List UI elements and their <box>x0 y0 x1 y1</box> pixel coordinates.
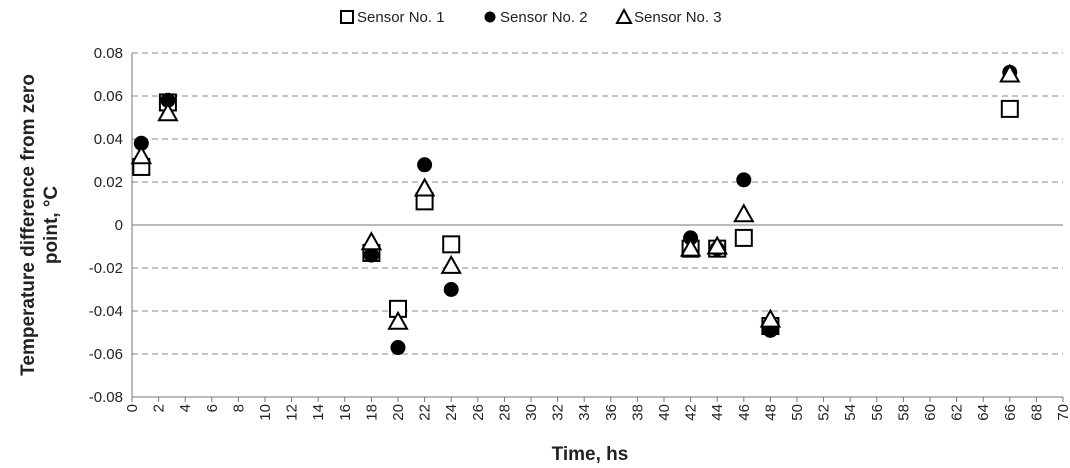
x-tick-label: 32 <box>550 404 567 421</box>
x-tick-label: 62 <box>949 404 966 421</box>
x-tick-label: 16 <box>337 404 354 421</box>
x-tick-label: 10 <box>257 404 274 421</box>
x-tick-label: 58 <box>895 404 912 421</box>
point-series-2 <box>363 247 379 263</box>
x-tick-label: 44 <box>709 404 726 421</box>
x-tick-label: 38 <box>629 404 646 421</box>
x-tick-label: 6 <box>204 404 221 412</box>
y-tick-label: -0.02 <box>89 260 123 277</box>
x-tick-label: 42 <box>683 404 700 421</box>
x-tick-labels: 0 2 4 6 8 10 12 14 16 18 20 22 24 26 28 30 32 34 36 38 40 42 4… <box>124 404 1070 421</box>
x-tick-label: 50 <box>789 404 806 421</box>
y-tick-label: 0.08 <box>94 45 123 62</box>
x-tick-label: 52 <box>816 404 833 421</box>
y-tick-label: 0.02 <box>94 174 123 191</box>
point-series-1 <box>734 228 753 247</box>
y-tick-label: 0 <box>115 217 123 234</box>
x-tick-label: 66 <box>1002 404 1019 421</box>
x-tick-label: 8 <box>230 404 247 412</box>
point-series-3 <box>679 237 702 257</box>
x-axis-title: Time, hs <box>552 444 629 465</box>
point-series-3 <box>999 63 1021 83</box>
point-series-3 <box>387 310 409 330</box>
x-tick-label: 28 <box>496 404 513 421</box>
y-tick-label: -0.06 <box>89 346 123 363</box>
x-tick-label: 20 <box>390 404 407 421</box>
x-tick-label: 64 <box>975 404 992 421</box>
x-tick-label: 18 <box>363 404 380 421</box>
x-tick-label: 24 <box>443 404 460 421</box>
x-tick-label: 4 <box>177 404 194 412</box>
point-series-2 <box>736 172 752 188</box>
y-tick-label: -0.04 <box>89 303 123 320</box>
x-tick-label: 34 <box>576 404 593 421</box>
legend: Sensor No. 1 Sensor No. 2 Sensor No. 3 <box>340 7 722 26</box>
point-series-2 <box>390 340 406 356</box>
x-tick-label: 26 <box>470 404 487 421</box>
x-tick-label: 68 <box>1028 404 1045 421</box>
point-series-3 <box>440 254 462 274</box>
y-tick-label: 0.04 <box>94 131 123 148</box>
legend-marker-square <box>340 10 354 24</box>
x-tick-label: 0 <box>124 404 141 412</box>
axes <box>131 53 1064 402</box>
legend-label: Sensor No. 1 <box>357 9 445 26</box>
point-series-3 <box>733 203 755 223</box>
x-tick-label: 54 <box>842 404 859 421</box>
y-tick-label: 0.06 <box>94 88 123 105</box>
x-tick-label: 56 <box>869 404 886 421</box>
point-series-2 <box>417 157 433 173</box>
x-tick-label: 40 <box>656 404 673 421</box>
y-axis-title: Temperature difference from zero point, °… <box>18 74 62 376</box>
x-tick-label: 46 <box>736 404 753 421</box>
legend-label: Sensor No. 2 <box>500 9 588 26</box>
x-tick-label: 60 <box>922 404 939 421</box>
y-tick-label: -0.08 <box>89 389 123 406</box>
point-series-3 <box>360 231 383 251</box>
legend-label: Sensor No. 3 <box>634 9 722 26</box>
point-series-3 <box>759 308 782 328</box>
point-series-3 <box>706 235 728 255</box>
point-series-2 <box>443 282 459 297</box>
x-tick-label: 30 <box>523 404 540 421</box>
y-tick-labels: 0.08 0.06 0.04 0.02 0 -0.02 -0.04 -0.06 -0.08 <box>89 45 123 406</box>
point-series-1 <box>442 235 461 254</box>
legend-marker-triangle <box>615 7 633 24</box>
x-tick-label: 48 <box>762 404 779 421</box>
x-tick-label: 22 <box>417 404 434 421</box>
point-series-2 <box>133 135 149 151</box>
gridlines <box>132 52 1063 398</box>
x-tick-label: 2 <box>151 404 168 412</box>
x-tick-label: 14 <box>310 404 327 421</box>
legend-marker-circle <box>484 11 496 23</box>
point-series-3 <box>130 145 153 165</box>
point-series-2 <box>160 92 176 108</box>
point-series-3 <box>413 177 436 197</box>
x-tick-label: 70 <box>1055 404 1070 421</box>
point-series-1 <box>1000 99 1019 118</box>
data-points <box>130 63 1021 356</box>
x-tick-label: 12 <box>284 404 301 421</box>
x-tick-label: 36 <box>603 404 620 421</box>
point-series-3 <box>157 102 179 122</box>
